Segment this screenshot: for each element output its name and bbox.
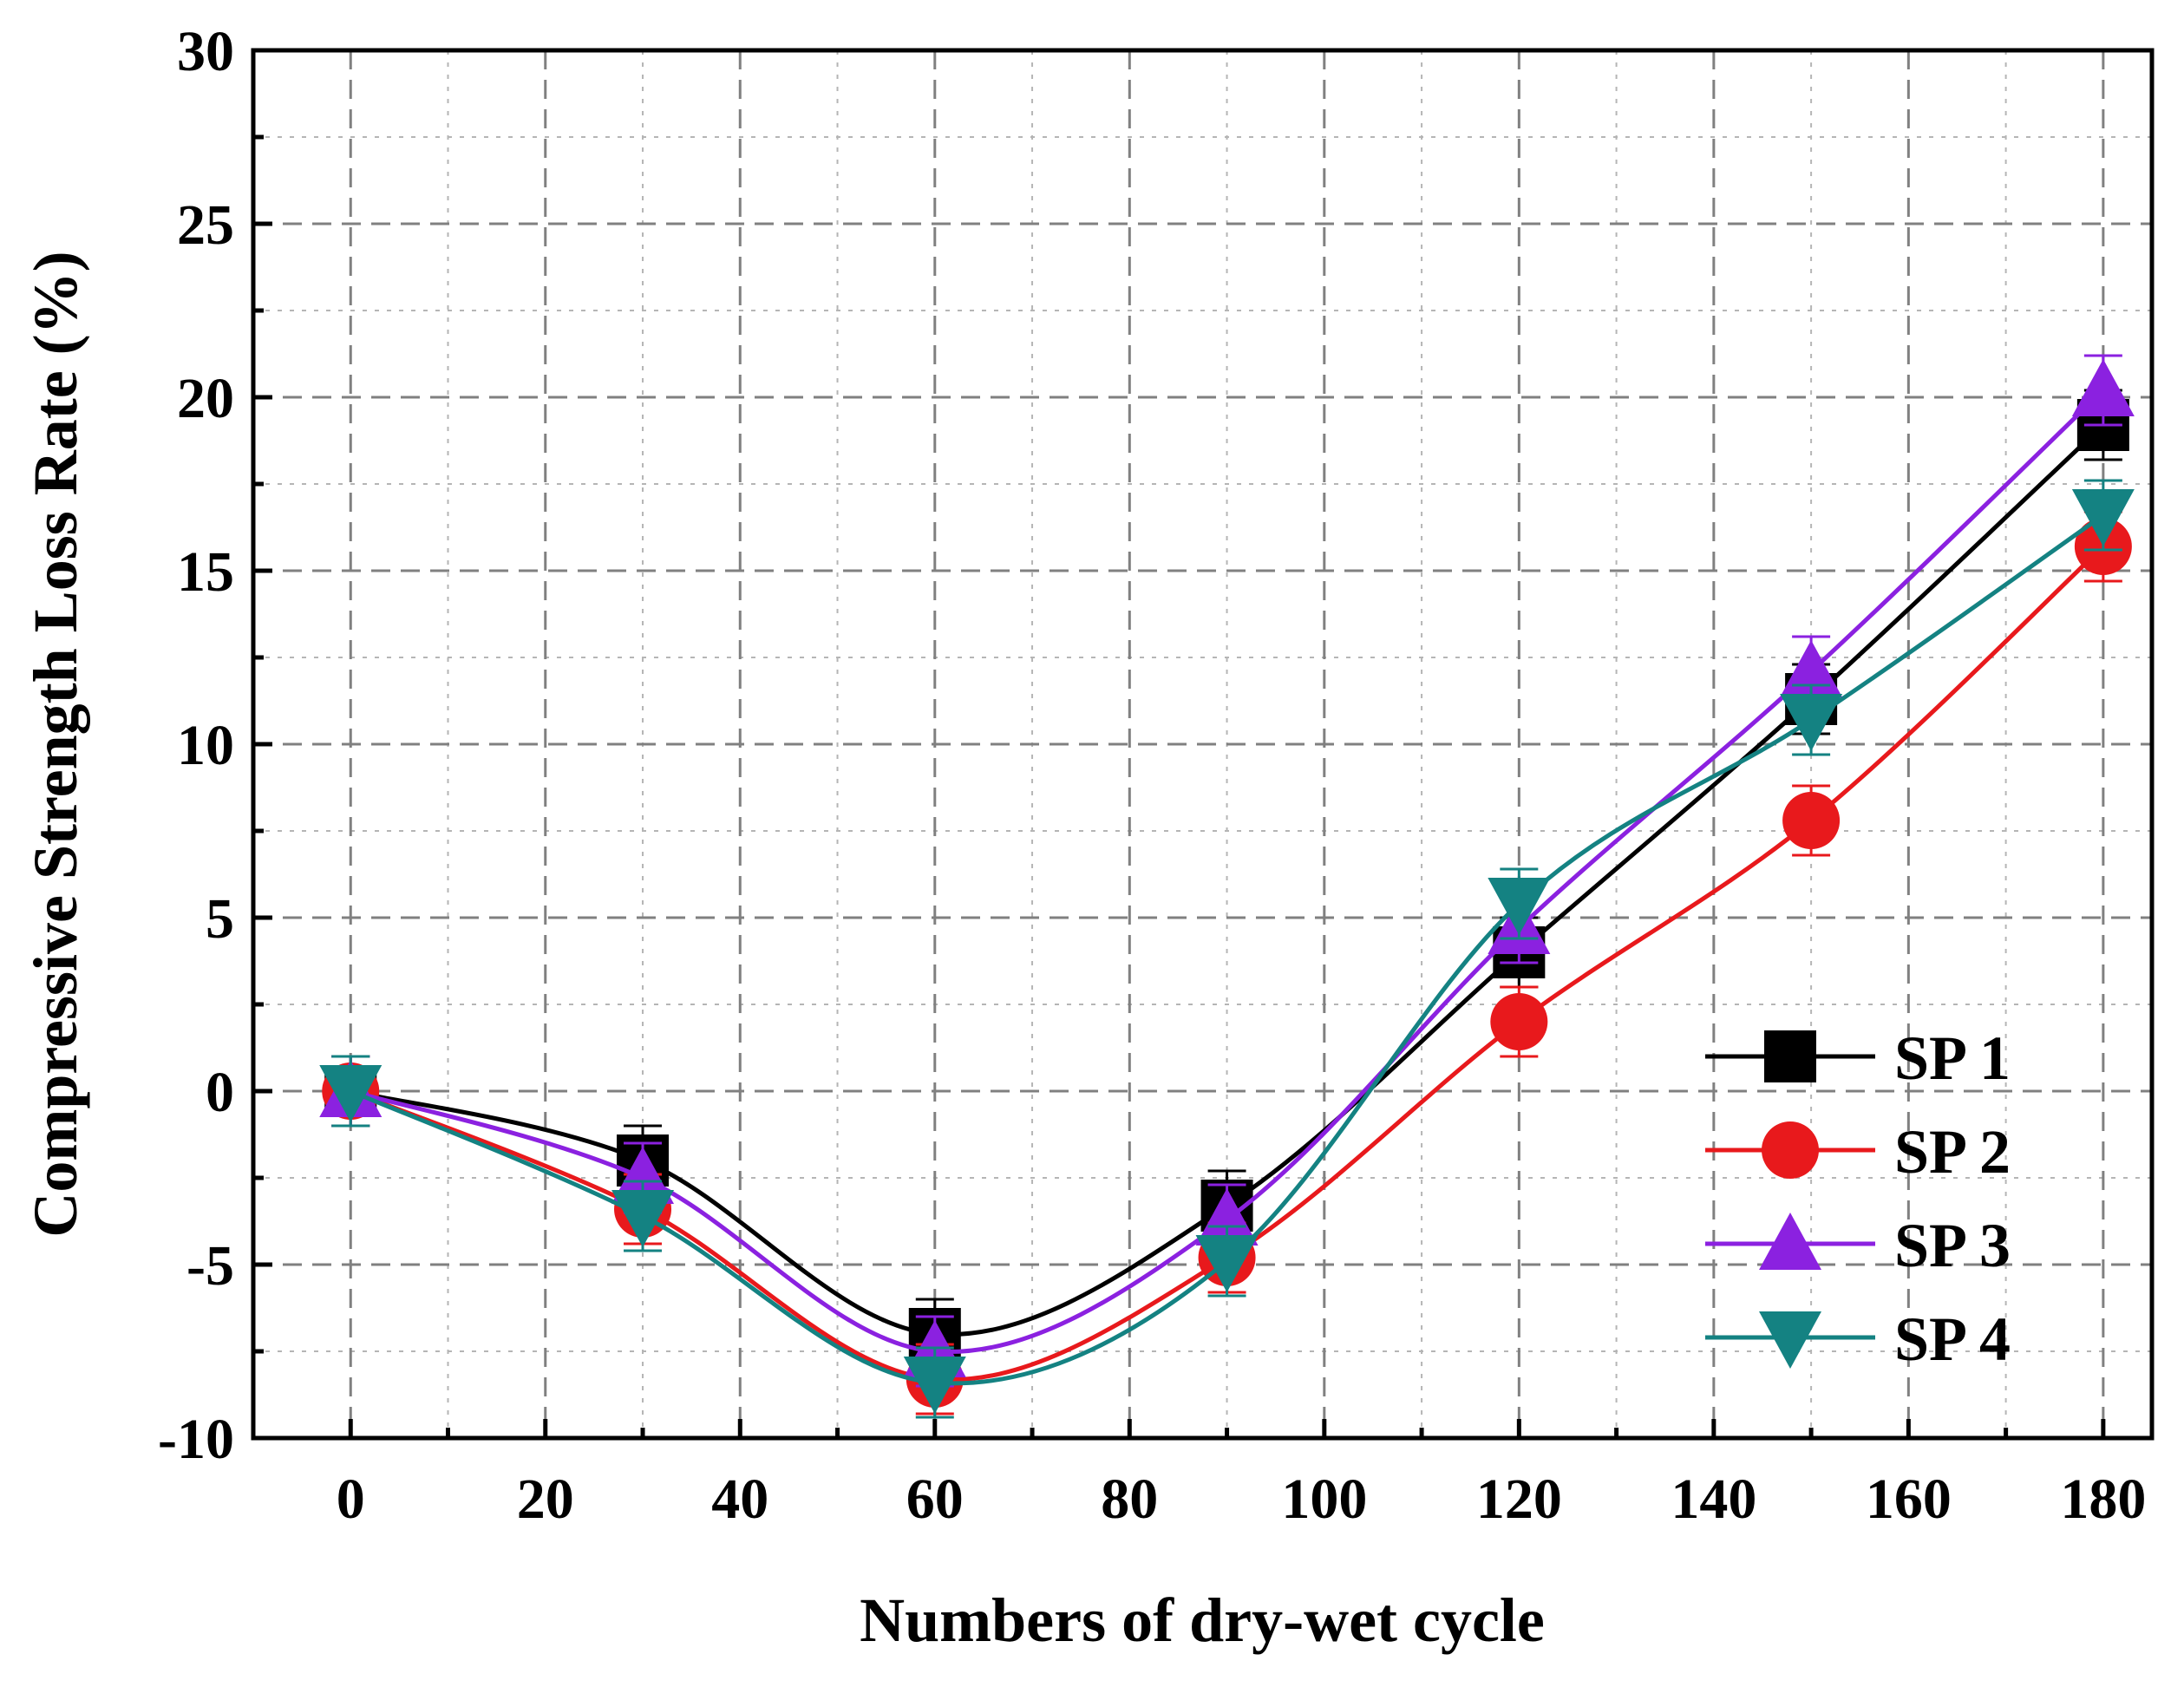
- legend-marker: [1764, 1030, 1816, 1082]
- data-point: [611, 1147, 675, 1204]
- data-point: [903, 1357, 966, 1414]
- x-tick-label: 40: [711, 1468, 768, 1531]
- legend-label: SP 4: [1894, 1304, 2011, 1374]
- legend-entry: SP 4: [1705, 1304, 2011, 1374]
- x-tick-label: 140: [1671, 1468, 1756, 1531]
- tick-labels: 0 20 40 60 80 100 120 140 160 180 -10 -5 0 5 10 15 20 25 3…: [158, 20, 2146, 1531]
- y-tick-label: 5: [206, 887, 234, 951]
- data-point: [1490, 993, 1548, 1050]
- legend-label: SP 2: [1894, 1117, 2011, 1187]
- x-tick-label: 160: [1866, 1468, 1952, 1531]
- data-point: [1195, 1235, 1259, 1292]
- y-axis-title: Compressive Strength Loss Rate (%): [21, 251, 90, 1237]
- series-group: [319, 354, 2135, 1419]
- legend-entry: SP 3: [1705, 1211, 2011, 1280]
- y-tick-label: 20: [177, 367, 234, 430]
- data-point: [1195, 1188, 1259, 1246]
- x-tick-label: 0: [337, 1468, 365, 1531]
- y-tick-label: 10: [177, 714, 234, 777]
- data-point: [2071, 489, 2135, 546]
- y-tick-label: -5: [186, 1234, 234, 1298]
- x-axis-title: Numbers of dry-wet cycle: [860, 1586, 1545, 1655]
- y-tick-label: 0: [206, 1061, 234, 1124]
- data-point: [1780, 640, 1843, 697]
- x-tick-label: 120: [1476, 1468, 1562, 1531]
- data-point: [1488, 878, 1551, 935]
- data-point: [319, 1065, 383, 1122]
- y-tick-label: 25: [177, 193, 234, 257]
- y-tick-label: 30: [177, 20, 234, 83]
- legend-marker: [1759, 1311, 1821, 1369]
- x-tick-label: 100: [1281, 1468, 1367, 1531]
- data-point: [1780, 694, 1843, 751]
- y-tick-label: -10: [158, 1408, 234, 1471]
- legend: SP 1 SP 2 SP 3 SP 4: [1705, 1023, 2011, 1374]
- x-tick-label: 20: [517, 1468, 574, 1531]
- legend-label: SP 3: [1894, 1211, 2011, 1280]
- y-tick-label: 15: [177, 540, 234, 604]
- data-point: [1782, 792, 1841, 849]
- axis-ticks: [253, 48, 2106, 1441]
- legend-entry: SP 2: [1705, 1117, 2011, 1187]
- data-point: [2071, 359, 2135, 416]
- series-4: [319, 479, 2135, 1419]
- x-tick-label: 60: [906, 1468, 964, 1531]
- grid: [253, 50, 2152, 1438]
- data-point: [611, 1190, 675, 1247]
- legend-marker: [1762, 1121, 1819, 1179]
- legend-label: SP 1: [1894, 1023, 2011, 1093]
- x-tick-label: 80: [1101, 1468, 1158, 1531]
- legend-entry: SP 1: [1705, 1023, 2011, 1093]
- legend-marker: [1759, 1213, 1821, 1270]
- x-tick-label: 180: [2060, 1468, 2146, 1531]
